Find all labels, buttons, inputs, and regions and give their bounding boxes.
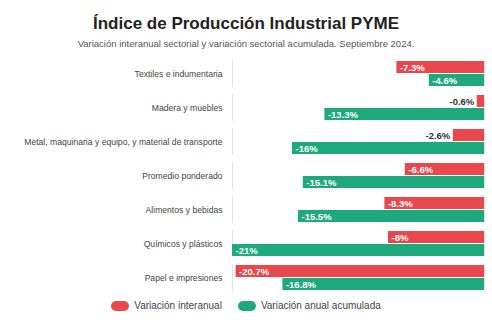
svg-text:-0.6%: -0.6%: [449, 96, 474, 107]
svg-text:-8.3%: -8.3%: [388, 198, 413, 209]
svg-text:Químicos y plásticos: Químicos y plásticos: [144, 239, 223, 249]
svg-text:-2.6%: -2.6%: [425, 130, 450, 141]
html-text:Variación interanual: Variación interanual: [134, 300, 222, 311]
svg-text:-15.1%: -15.1%: [306, 177, 337, 188]
svg-text:Papel e impresiones: Papel e impresiones: [145, 273, 223, 283]
html-text:Variación interanual sectorial: Variación interanual sectorial y variaci…: [77, 38, 415, 49]
svg-text:-6.6%: -6.6%: [408, 164, 433, 175]
svg-text:-16.8%: -16.8%: [286, 279, 317, 290]
svg-text:-8%: -8%: [392, 232, 409, 243]
svg-text:-16%: -16%: [296, 143, 319, 154]
html-text:Índice de Producción Industria: Índice de Producción Industrial PYME: [93, 14, 399, 33]
svg-text:Promedio ponderado: Promedio ponderado: [142, 171, 222, 181]
html-text:Variación anual acumulada: Variación anual acumulada: [260, 300, 381, 311]
svg-text:Madera y muebles: Madera y muebles: [152, 103, 223, 113]
svg-text:-20.7%: -20.7%: [239, 266, 270, 277]
svg-text:Textiles e indumentaria: Textiles e indumentaria: [135, 69, 223, 79]
svg-text:Metal, maquinaria y equipo, y: Metal, maquinaria y equipo, y material d…: [24, 137, 222, 147]
svg-text:-4.6%: -4.6%: [432, 75, 457, 86]
svg-text:-13.3%: -13.3%: [328, 109, 359, 120]
svg-text:-21%: -21%: [236, 245, 259, 256]
svg-text:-7.3%: -7.3%: [400, 62, 425, 73]
svg-text:Alimentos y bebidas: Alimentos y bebidas: [146, 205, 223, 215]
svg-text:-15.5%: -15.5%: [302, 211, 333, 222]
